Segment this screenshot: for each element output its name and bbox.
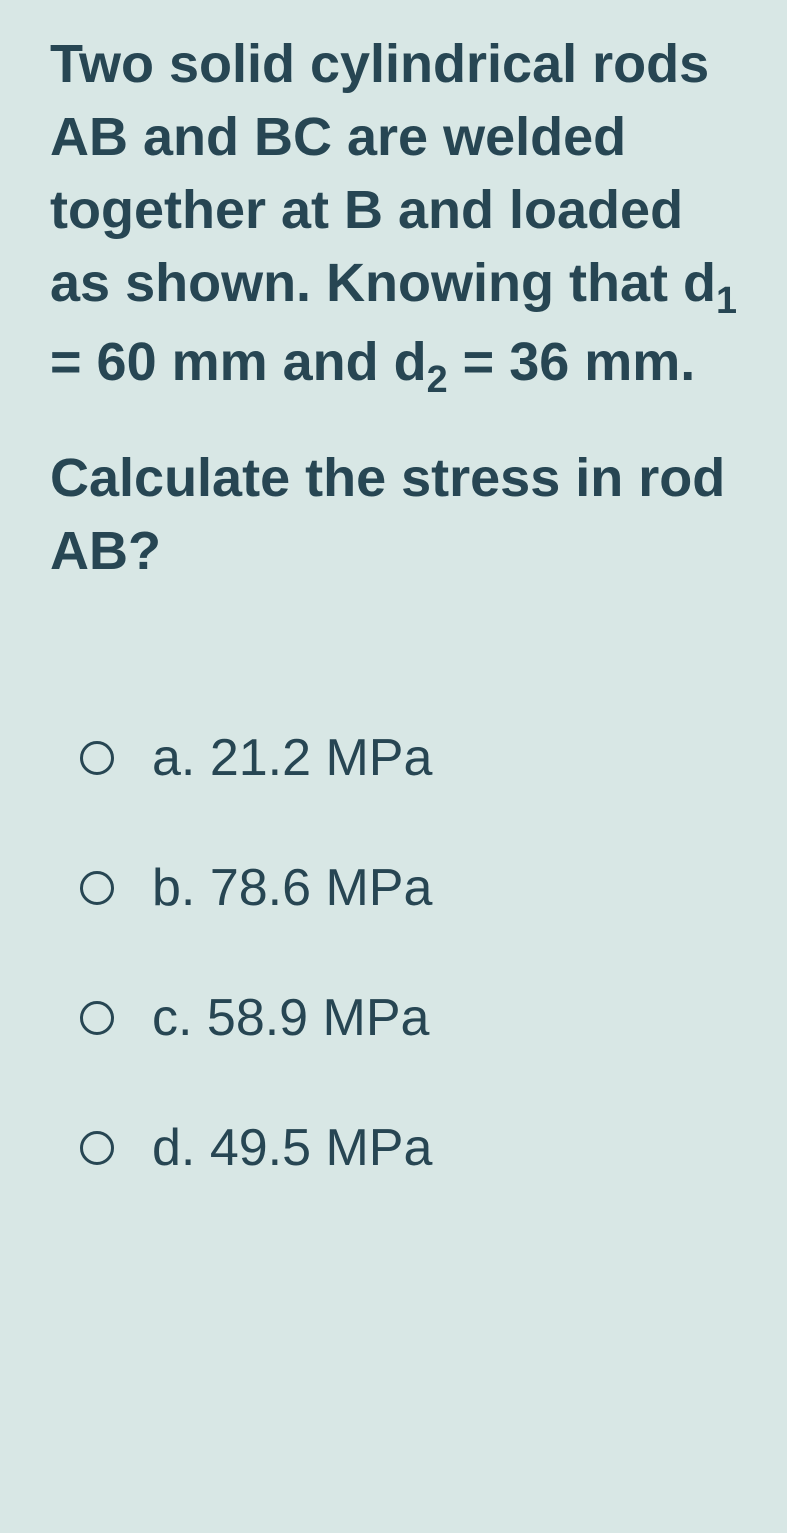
option-a[interactable]: a. 21.2 MPa xyxy=(80,728,737,788)
options-list: a. 21.2 MPa b. 78.6 MPa c. 58.9 MPa d. 4… xyxy=(50,728,737,1178)
option-label: b. 78.6 MPa xyxy=(152,858,432,918)
question-prompt: Calculate the stress in rod AB? xyxy=(50,442,737,588)
radio-icon[interactable] xyxy=(80,871,114,905)
radio-icon[interactable] xyxy=(80,741,114,775)
option-d[interactable]: d. 49.5 MPa xyxy=(80,1118,737,1178)
option-label: a. 21.2 MPa xyxy=(152,728,432,788)
option-label: c. 58.9 MPa xyxy=(152,988,429,1048)
radio-icon[interactable] xyxy=(80,1001,114,1035)
option-b[interactable]: b. 78.6 MPa xyxy=(80,858,737,918)
question-body: Two solid cylindrical rods AB and BC are… xyxy=(50,28,737,406)
option-c[interactable]: c. 58.9 MPa xyxy=(80,988,737,1048)
radio-icon[interactable] xyxy=(80,1131,114,1165)
option-label: d. 49.5 MPa xyxy=(152,1118,432,1178)
question-container: Two solid cylindrical rods AB and BC are… xyxy=(0,0,787,1178)
